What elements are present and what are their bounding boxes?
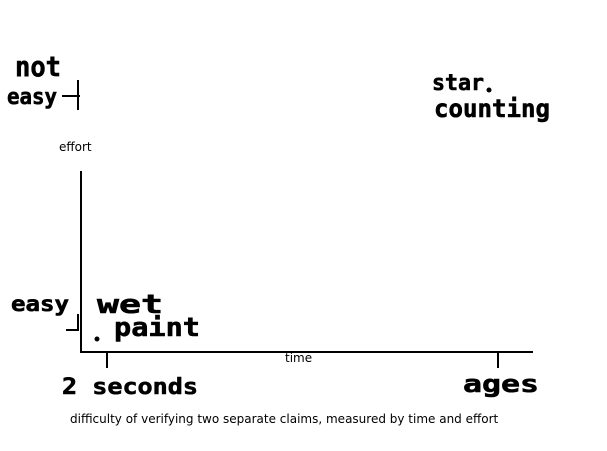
y-tick-mark-easy	[66, 314, 79, 331]
point-label-star-counting-line1: star	[432, 71, 484, 96]
data-point-star-counting: star counting	[432, 71, 551, 124]
point-marker-star-counting	[486, 87, 492, 93]
point-marker-wet-paint	[94, 336, 100, 342]
data-point-wet-paint: wet paint	[94, 290, 200, 343]
y-tick-label-not-easy-line1: not	[15, 50, 61, 83]
y-axis-label: effort	[59, 140, 92, 154]
x-tick-label-start: 2 seconds	[62, 375, 198, 400]
x-tick-label-end: ages	[463, 370, 539, 398]
point-label-wet-paint-line2: paint	[114, 313, 200, 343]
y-tick-label-easy: easy	[11, 292, 69, 316]
y-tick-label-not-easy-line2: easy	[7, 85, 57, 110]
point-label-star-counting-line2: counting	[434, 94, 550, 123]
chart-caption: difficulty of verifying two separate cla…	[70, 412, 499, 426]
x-axis-label: time	[285, 351, 312, 365]
point-label-wet-paint-line1: wet	[97, 290, 163, 320]
